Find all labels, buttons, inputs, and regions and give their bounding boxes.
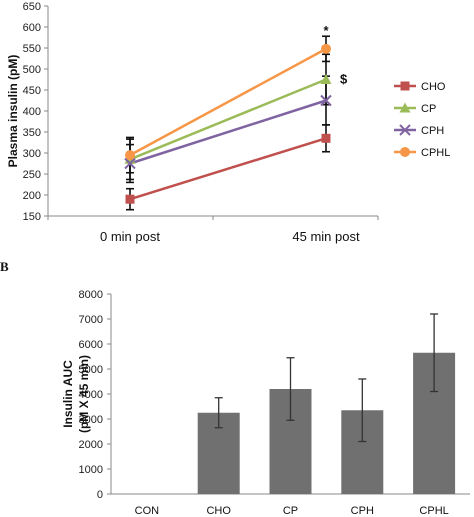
y-tick-label: 150 [23, 211, 41, 223]
legend-marker-cp [399, 102, 411, 113]
x-tick-label: CP [283, 505, 298, 517]
marker-cphl [125, 150, 135, 161]
y-tick-label: 250 [23, 169, 41, 181]
y-tick-label: 650 [23, 1, 41, 13]
y-tick-label: 450 [23, 85, 41, 97]
y-tick-label: 7000 [79, 314, 103, 326]
annotation-mark: $ [340, 72, 348, 87]
y-tick-label: 3000 [79, 414, 103, 426]
x-tick-label: 0 min post [100, 229, 160, 244]
y-tick-label: 1000 [79, 464, 103, 476]
y-tick-label: 0 [97, 489, 103, 501]
y-tick-label: 200 [23, 190, 41, 202]
legend-label-cphl: CPHL [421, 147, 450, 159]
series-line-cp [129, 78, 327, 161]
marker-cph [124, 157, 136, 170]
marker-cho [321, 133, 331, 143]
marker-cphl [321, 43, 331, 54]
legend-label-cph: CPH [421, 125, 444, 137]
x-tick-label: 45 min post [292, 229, 360, 244]
panel-b-label: B [0, 259, 9, 274]
legend-label-cho: CHO [421, 81, 446, 93]
y-axis-label-line2: (pM X 45 min) [77, 355, 91, 433]
y-tick-label: 8000 [79, 289, 103, 301]
marker-cp [320, 74, 332, 84]
y-tick-label: 4000 [79, 389, 103, 401]
y-tick-label: 2000 [79, 439, 103, 451]
insulin-auc-bar-chart: 0 1000 2000 3000 4000 5000 6000 7000 8000 CON CHO C… [61, 289, 470, 517]
y-axis-label: Plasma insulin (pM) [6, 55, 20, 168]
legend-marker-cphl [400, 147, 410, 157]
marker-cho [125, 194, 135, 204]
legend-label-cp: CP [421, 103, 436, 115]
x-tick-label: CPHL [419, 505, 448, 517]
y-tick-label: 350 [23, 127, 41, 139]
x-tick-label: CHO [206, 505, 231, 517]
x-tick-label: CPH [351, 505, 374, 517]
series-line-cphl [129, 47, 327, 157]
y-tick-label: 400 [23, 106, 41, 118]
y-tick-label: 600 [23, 22, 41, 34]
y-tick-label: 550 [23, 43, 41, 55]
marker-cph [320, 94, 332, 107]
series-line-cho [129, 137, 327, 201]
series-line-cph [129, 99, 327, 165]
annotation-mark: * [323, 23, 329, 38]
y-tick-label: 300 [23, 148, 41, 160]
legend-marker-cph [399, 124, 411, 136]
y-tick-label: 6000 [79, 339, 103, 351]
y-tick-label: 500 [23, 64, 41, 76]
y-tick-label: 5000 [79, 364, 103, 376]
legend-marker-cho [400, 81, 410, 91]
y-axis-label-line1: Insulin AUC [61, 360, 75, 428]
x-tick-label: CON [135, 505, 160, 517]
insulin-line-chart: 150 200 250 300 350 400 450 500 550 600 650 0 min p… [6, 1, 450, 244]
